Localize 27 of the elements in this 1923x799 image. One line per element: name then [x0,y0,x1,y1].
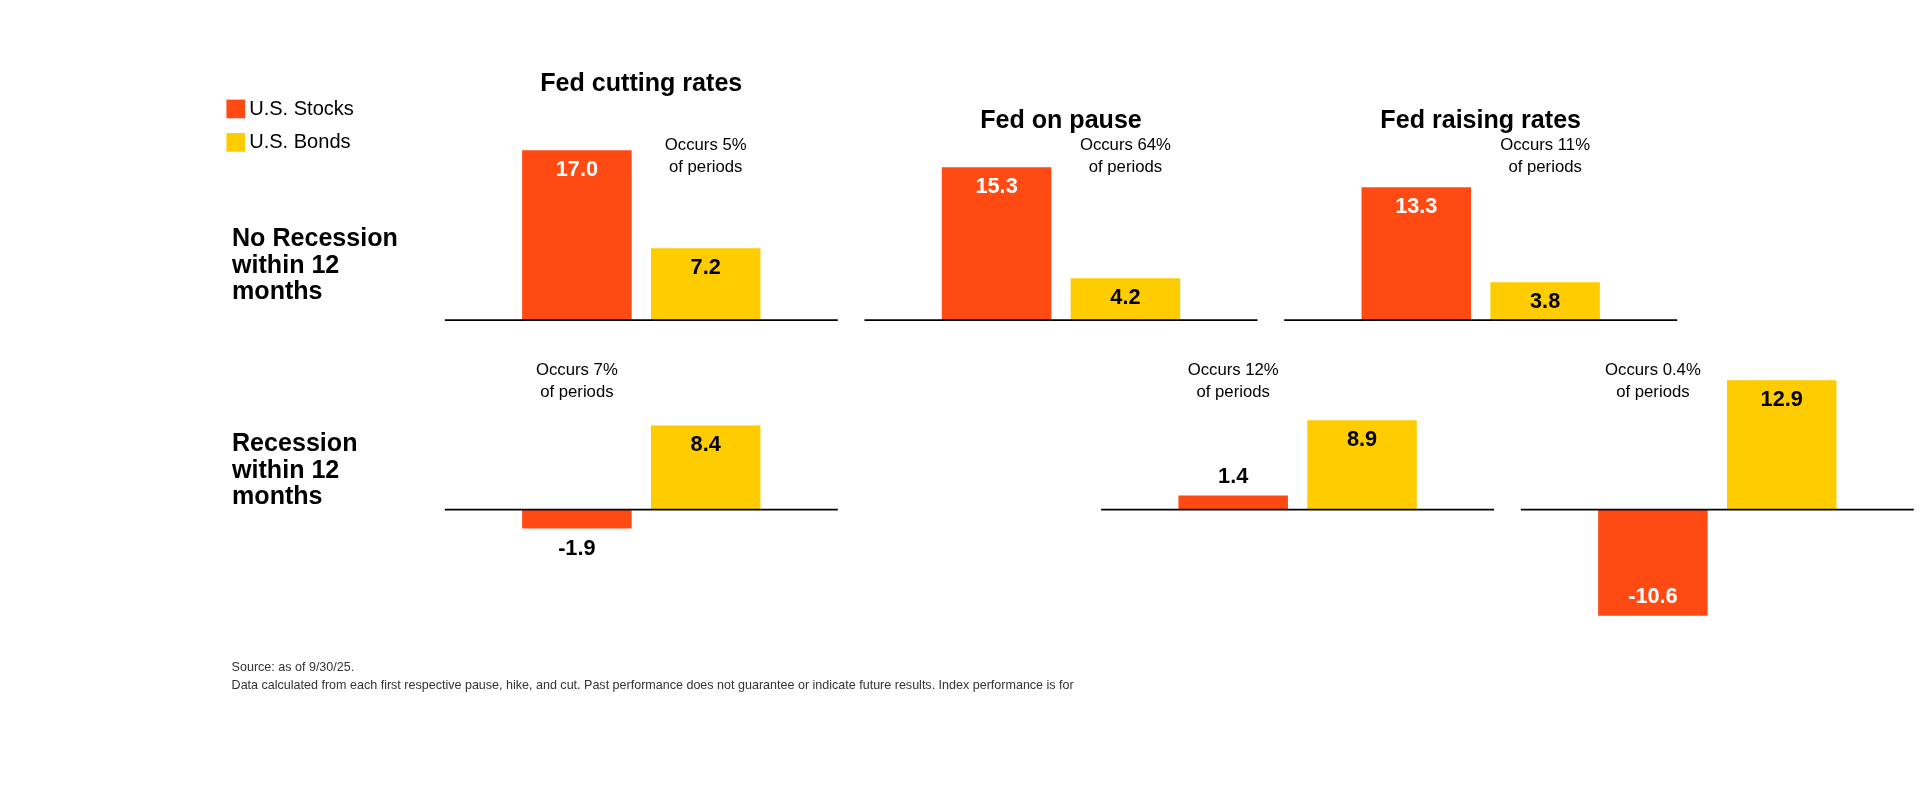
chart-title: Fed raising rates [1380,105,1582,134]
data-label: 8.9 [1346,426,1378,452]
annotation: Occurs 64% of periods [1079,134,1172,176]
data-label: 3.8 [1530,288,1561,314]
data-label: 17.0 [555,156,598,182]
data-label: 4.2 [1110,284,1141,310]
data-label: 8.4 [690,431,721,457]
text: Data calculated from each first respective pause, hike, and cut. Past performance does not guarantee or indicate future results. Index performance is for [231,678,1074,693]
source-note: Source: as of 9/30/25. [231,659,355,674]
data-label: -10.6 [1628,583,1678,609]
chart-title: Fed cutting rates [540,67,743,96]
data-label: 15.3 [975,173,1018,199]
annotation: Occurs 0.4% of periods [1605,359,1701,401]
data-label: 12.9 [1760,386,1803,412]
data-label: 7.2 [690,254,721,280]
chart-title: Fed on pause [980,105,1142,134]
legend-label: U.S. Bonds [249,130,351,153]
y-axis-title: Recession within 12 months [231,427,358,510]
data-label: -1.9 [558,534,596,560]
y-axis-title: No Recession within 12 months [231,222,398,305]
text: Occurs 12% of periods [1187,359,1279,401]
data-label: 1.4 [1218,462,1249,488]
text: Occurs 11% of periods [1500,134,1591,176]
annotation: Occurs 5% of periods [664,134,747,176]
data-label: 13.3 [1395,193,1438,219]
text: Occurs 7% of periods [535,359,618,401]
legend-label: U.S. Stocks [249,96,354,119]
